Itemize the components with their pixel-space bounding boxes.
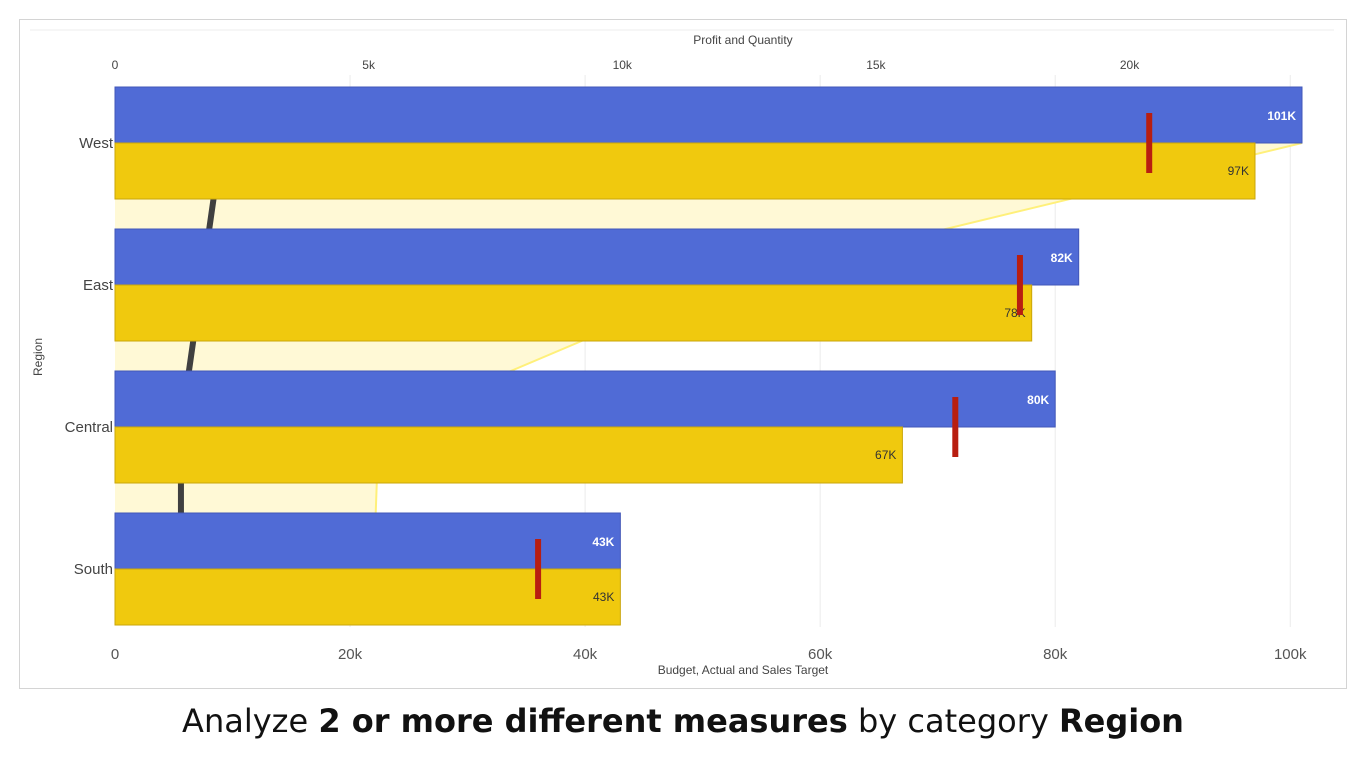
profit-area-edge bbox=[372, 142, 1303, 570]
quantity-line bbox=[177, 142, 225, 569]
x-tick-label-3: 60k bbox=[808, 646, 833, 663]
bar-south-actual bbox=[114, 568, 621, 626]
top-tick-label-4: 20k bbox=[1120, 58, 1140, 72]
data-label-east-budget: 82K bbox=[1051, 251, 1073, 265]
caption-pre: Analyze bbox=[182, 702, 319, 740]
y-axis-label: Region bbox=[31, 338, 45, 376]
category-label-central: Central bbox=[65, 419, 113, 436]
data-label-central-actual: 67K bbox=[875, 448, 896, 462]
bar-chart: 101K97KWest82K78KEast80K67KCentral43K43K… bbox=[30, 29, 1334, 677]
category-label-east: East bbox=[83, 277, 114, 294]
x-tick-label-1: 20k bbox=[338, 646, 363, 663]
top-axis-label: Profit and Quantity bbox=[693, 33, 792, 47]
data-label-south-budget: 43K bbox=[592, 535, 614, 549]
caption-bold-region: Region bbox=[1058, 702, 1184, 740]
target-marker-east bbox=[1016, 255, 1023, 315]
x-tick-label-2: 40k bbox=[573, 646, 598, 663]
bar-east-budget bbox=[114, 228, 1080, 286]
data-label-central-budget: 80K bbox=[1027, 393, 1049, 407]
caption-mid: by category bbox=[847, 702, 1059, 740]
chart-frame: 101K 97K West 82K 78K East 80K 67K Central 43K 43K… bbox=[19, 19, 1347, 689]
data-label-west-budget: 101K bbox=[1267, 109, 1296, 123]
top-tick-label-3: 15k bbox=[866, 58, 886, 72]
x-tick-label-4: 80k bbox=[1043, 646, 1068, 663]
target-marker-south bbox=[535, 539, 542, 599]
top-tick-label-2: 10k bbox=[613, 58, 633, 72]
data-label-south-actual: 43K bbox=[593, 590, 614, 604]
bar-west-actual bbox=[114, 142, 1256, 200]
x-tick-label-0: 0 bbox=[111, 646, 119, 663]
top-tick-label-1: 5k bbox=[362, 58, 376, 72]
caption: Analyze 2 or more different measures by … bbox=[0, 702, 1366, 740]
profit-area bbox=[115, 143, 1302, 569]
category-label-south: South bbox=[74, 561, 113, 578]
x-axis-label: Budget, Actual and Sales Target bbox=[658, 663, 829, 677]
bar-central-budget bbox=[114, 370, 1056, 428]
top-tick-label-0: 0 bbox=[112, 58, 119, 72]
target-marker-west bbox=[1146, 113, 1153, 173]
bar-central-actual bbox=[114, 426, 903, 484]
x-tick-label-5: 100k bbox=[1274, 646, 1307, 663]
bar-west-budget bbox=[114, 86, 1303, 144]
data-label-west-actual: 97K bbox=[1228, 164, 1249, 178]
target-marker-central bbox=[952, 397, 959, 457]
category-label-west: West bbox=[79, 135, 114, 152]
bar-east-actual bbox=[114, 284, 1033, 342]
caption-bold-measures: 2 or more different measures bbox=[318, 702, 848, 740]
bar-south-budget bbox=[114, 512, 621, 570]
